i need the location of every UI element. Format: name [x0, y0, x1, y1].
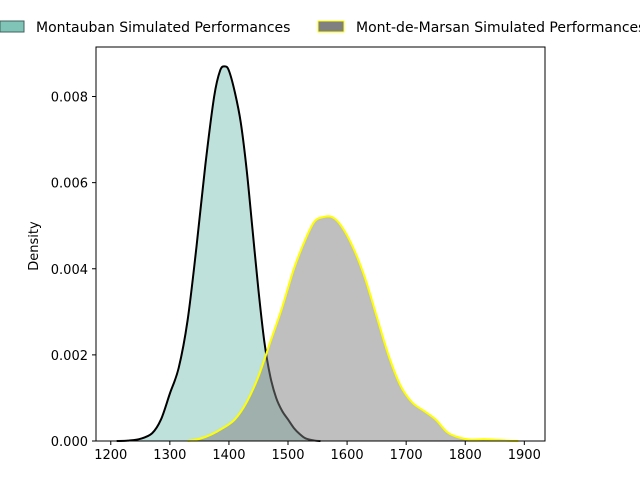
x-tick-label: 1200: [94, 448, 127, 463]
plot-frame: [95, 46, 546, 442]
y-tick-label: 0.006: [51, 177, 88, 192]
legend-label-mont-de-marsan: Mont-de-Marsan Simulated Performances: [356, 20, 640, 36]
y-tick-label: 0.002: [51, 349, 88, 364]
legend-swatch-mont-de-marsan: [317, 20, 345, 33]
y-axis: 0.000 0.002 0.004 0.006 0.008: [51, 91, 96, 450]
x-tick-label: 1700: [390, 448, 423, 463]
y-tick-label: 0.000: [51, 435, 88, 450]
density-area-montauban: [116, 66, 321, 441]
legend-label-montauban: Montauban Simulated Performances: [36, 20, 290, 36]
x-axis: 1200 1300 1400 1500 1600 1700 1800 1900: [94, 441, 541, 463]
series-layer: [116, 65, 519, 442]
y-tick-label: 0.008: [51, 91, 88, 106]
x-tick-label: 1300: [153, 448, 186, 463]
x-tick-label: 1400: [212, 448, 245, 463]
x-tick-label: 1500: [271, 448, 304, 463]
y-axis-label: Density: [27, 221, 42, 271]
density-line-mont-de-marsan: [187, 215, 519, 442]
density-area-mont-de-marsan: [187, 216, 519, 441]
legend: Montauban Simulated Performances Mont-de…: [0, 20, 640, 36]
y-tick-label: 0.004: [51, 263, 88, 278]
x-tick-label: 1800: [449, 448, 482, 463]
x-tick-label: 1900: [508, 448, 541, 463]
x-tick-label: 1600: [331, 448, 364, 463]
legend-swatch-montauban: [0, 20, 25, 33]
